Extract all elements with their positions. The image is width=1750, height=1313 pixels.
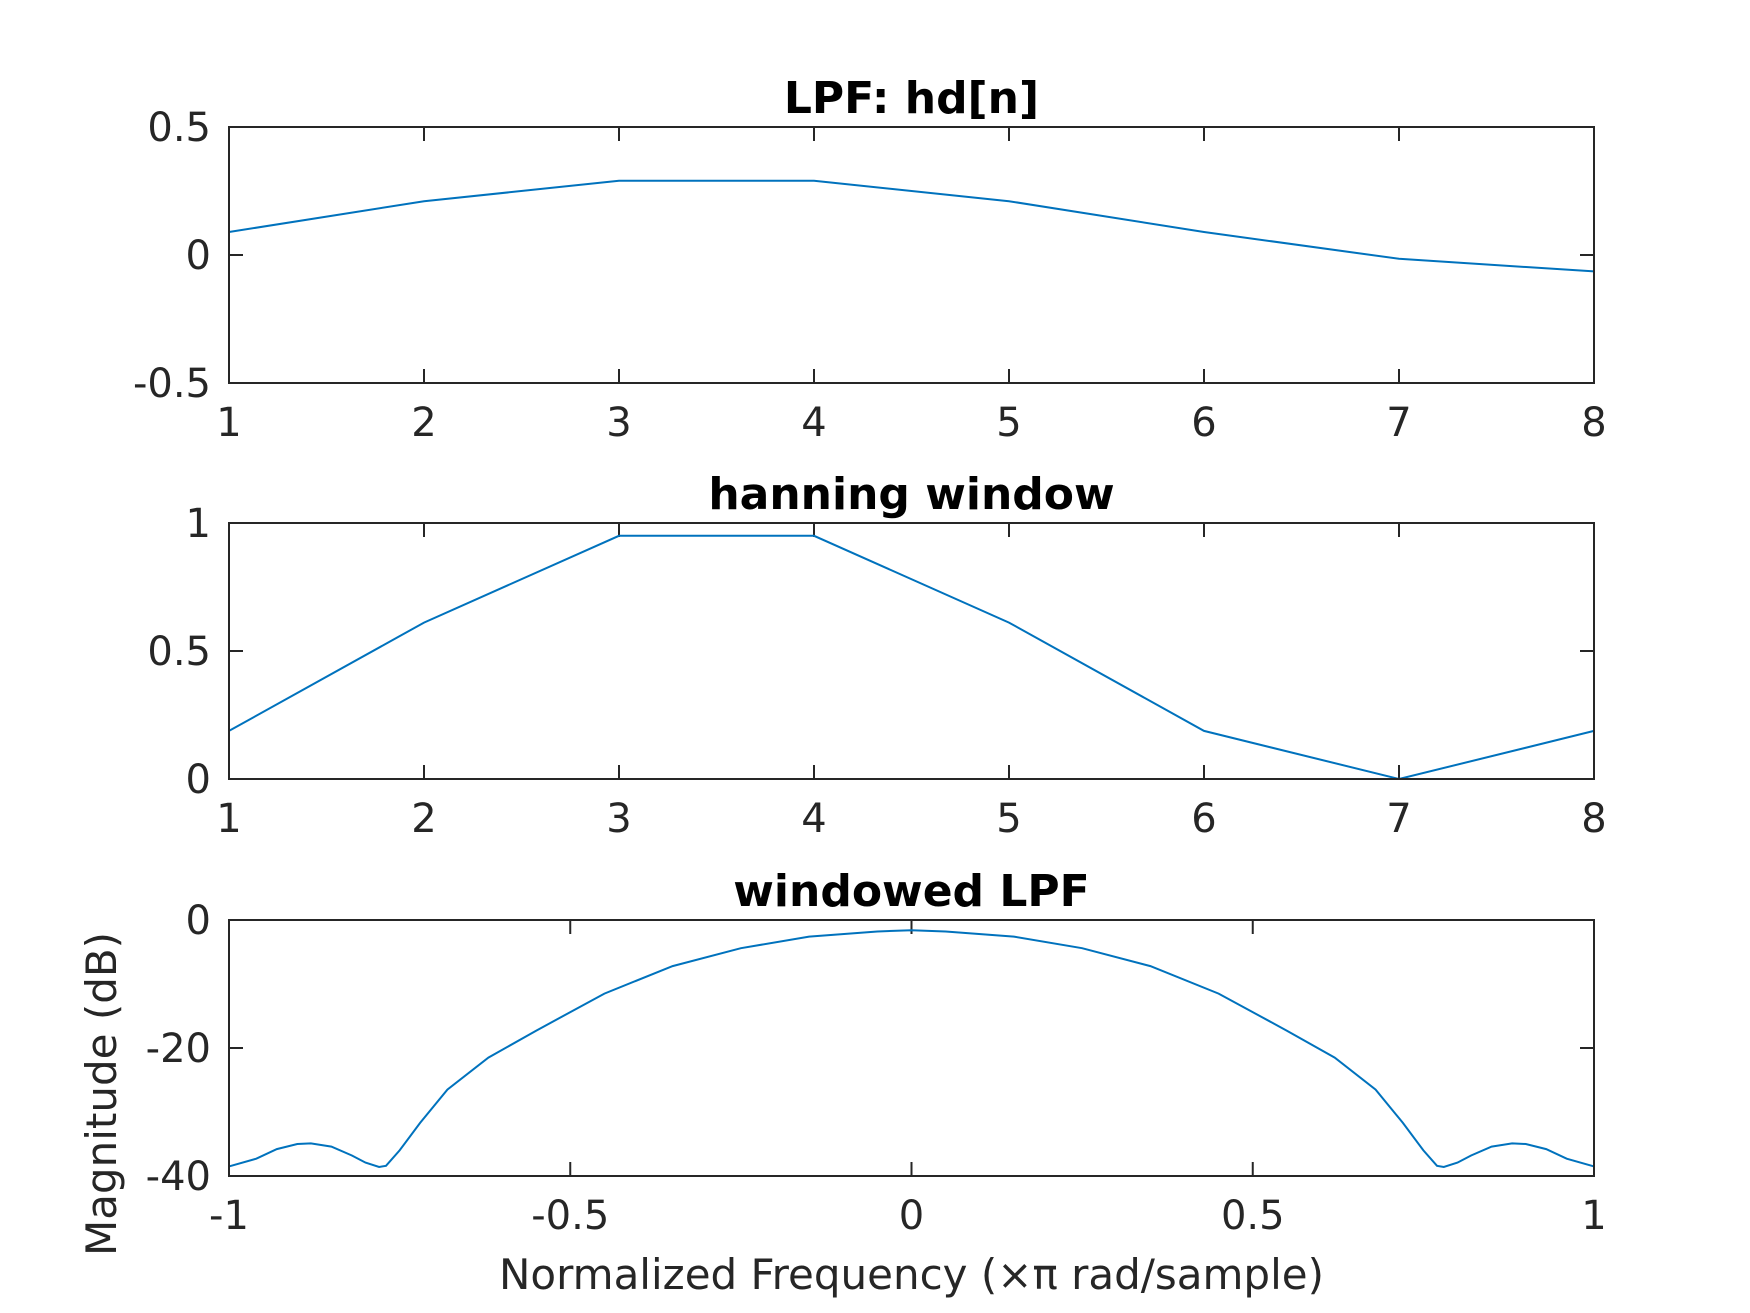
subplot-title: LPF: hd[n] <box>784 73 1039 124</box>
y-tick-label: 1 <box>186 501 211 547</box>
series-line <box>228 534 1595 781</box>
series-line <box>228 929 1595 1169</box>
x-tick-label: 5 <box>996 796 1021 842</box>
y-tick-label: -20 <box>146 1026 211 1072</box>
x-tick-label: 3 <box>606 400 631 446</box>
y-tick-label: 0 <box>186 898 211 944</box>
subplot-title: windowed LPF <box>733 866 1089 917</box>
x-tick-label: 2 <box>411 400 436 446</box>
tick-labels: 1 2 3 4 5 6 7 8 0 0.5 1 <box>147 501 1606 842</box>
subplot-lpf-hd: LPF: hd[n] 1 2 3 4 5 6 7 8 -0.5 0 0.5 <box>133 73 1607 446</box>
x-tick-label: 8 <box>1581 796 1606 842</box>
x-tick-label: -1 <box>209 1193 249 1239</box>
y-tick-label: 0.5 <box>147 105 211 151</box>
x-tick-label: 1 <box>216 796 241 842</box>
x-tick-label: 3 <box>606 796 631 842</box>
x-tick-label: 0.5 <box>1221 1193 1285 1239</box>
y-axis-label: Magnitude (dB) <box>77 932 126 1256</box>
series-line <box>228 179 1595 273</box>
x-tick-label: -0.5 <box>531 1193 609 1239</box>
x-tick-label: 0 <box>899 1193 924 1239</box>
x-tick-label: 7 <box>1386 400 1411 446</box>
x-axis-label: Normalized Frequency (×π rad/sample) <box>499 1250 1324 1299</box>
y-tick-label: 0 <box>186 233 211 279</box>
x-tick-label: 1 <box>1581 1193 1606 1239</box>
axes-box <box>228 126 1595 384</box>
y-tick-label: 0 <box>186 757 211 803</box>
x-tick-label: 2 <box>411 796 436 842</box>
x-tick-label: 1 <box>216 400 241 446</box>
x-tick-label: 7 <box>1386 796 1411 842</box>
x-tick-label: 5 <box>996 400 1021 446</box>
axes-box <box>228 522 1595 780</box>
x-tick-label: 8 <box>1581 400 1606 446</box>
x-tick-label: 4 <box>801 796 826 842</box>
subplot-title: hanning window <box>708 469 1114 520</box>
tick-labels: -1 -0.5 0 0.5 1 -40 -20 0 <box>146 898 1607 1239</box>
y-tick-label: 0.5 <box>147 629 211 675</box>
y-tick-label: -0.5 <box>133 361 211 407</box>
x-tick-label: 6 <box>1191 400 1216 446</box>
axes-box <box>228 919 1595 1177</box>
subplot-windowed-lpf: windowed LPF -1 -0.5 0 0.5 1 -40 -20 0 Normaliz… <box>77 866 1607 1299</box>
x-tick-label: 4 <box>801 400 826 446</box>
y-tick-label: -40 <box>146 1154 211 1200</box>
subplot-hanning-window: hanning window 1 2 3 4 5 6 7 8 0 0.5 1 <box>147 469 1606 842</box>
x-tick-label: 6 <box>1191 796 1216 842</box>
tick-labels: 1 2 3 4 5 6 7 8 -0.5 0 0.5 <box>133 105 1607 446</box>
